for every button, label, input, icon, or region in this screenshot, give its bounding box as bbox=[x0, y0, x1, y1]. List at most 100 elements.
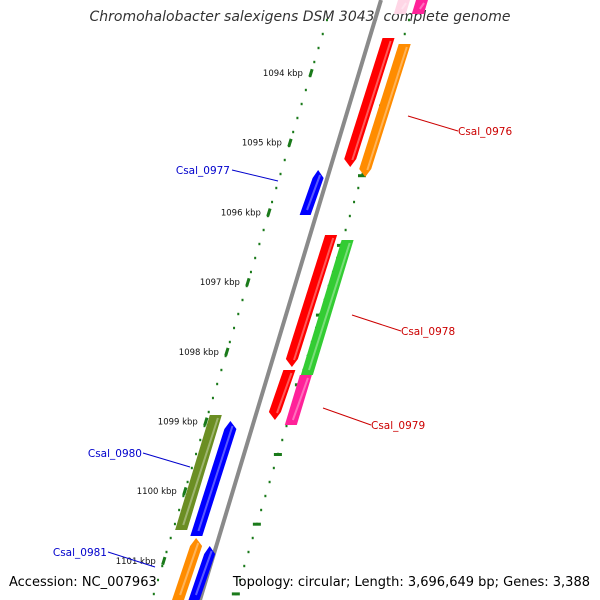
tick-dot bbox=[243, 564, 246, 568]
gene-label: Csal_0980 bbox=[88, 448, 142, 460]
tick-dot bbox=[157, 578, 160, 582]
tick-dot bbox=[169, 536, 172, 540]
tick-dot bbox=[216, 382, 219, 386]
gene-feature-0980-highlight bbox=[197, 425, 234, 532]
tick-dot bbox=[161, 564, 164, 568]
gene-feature-top-pink-highlight bbox=[419, 2, 425, 10]
tick-dot bbox=[190, 466, 193, 470]
tick-dot bbox=[178, 508, 181, 512]
gene-label: Csal_0981 bbox=[53, 547, 107, 559]
gene-feature-0978 bbox=[300, 240, 354, 375]
gene-labels: Csal_0976 Csal_0977 Csal_0978 Csal_0979 Csal… bbox=[53, 115, 512, 568]
tick-dot bbox=[271, 200, 274, 204]
tick-dot bbox=[228, 340, 231, 344]
tick-dot bbox=[292, 130, 295, 134]
tick-dot bbox=[195, 452, 198, 456]
cds-feature-0979-highlight bbox=[276, 372, 293, 414]
gene-label: Csal_0977 bbox=[176, 165, 230, 177]
kbp-tick-mark bbox=[245, 277, 251, 287]
tick-dot bbox=[203, 424, 206, 428]
gene-leader-line bbox=[142, 452, 191, 468]
tick-dot bbox=[285, 424, 288, 428]
tick-dot bbox=[407, 18, 410, 22]
cds-feature-0980 bbox=[175, 415, 222, 530]
gene-label: Csal_0976 bbox=[458, 126, 512, 138]
gene-feature-top-pink bbox=[411, 0, 428, 14]
tick-dot bbox=[239, 578, 242, 582]
tick-dot bbox=[296, 116, 299, 120]
tick-dot bbox=[268, 480, 271, 484]
genome-summary: Topology: circular; Length: 3,696,649 bp… bbox=[232, 575, 590, 590]
backbone-line bbox=[198, 0, 383, 600]
tick-dot bbox=[249, 270, 252, 274]
cds-feature-0976 bbox=[344, 38, 395, 167]
tick-dot bbox=[245, 284, 248, 288]
tick-dot bbox=[247, 550, 250, 554]
tick-dot bbox=[173, 522, 176, 526]
tick-dot bbox=[186, 480, 189, 484]
kbp-tick-mark bbox=[224, 347, 230, 357]
cds-feature-0978 bbox=[285, 235, 338, 367]
tick-dot bbox=[300, 102, 303, 106]
gene-feature-0979-highlight bbox=[291, 377, 309, 421]
kbp-tick-mark bbox=[203, 417, 209, 426]
kbp-label: 1098 kbp bbox=[179, 348, 219, 358]
kbp-label: 1094 kbp bbox=[263, 69, 303, 79]
tick-dot bbox=[262, 228, 265, 232]
gene-feature-0978-highlight bbox=[308, 242, 351, 371]
inner-tick-track bbox=[152, 18, 328, 596]
kbp-tick-mark bbox=[161, 556, 167, 566]
tick-dot bbox=[361, 172, 364, 176]
cds-feature-0978-highlight bbox=[293, 237, 335, 361]
gene-leader-line bbox=[407, 115, 459, 132]
gene-feature-0977-highlight bbox=[306, 174, 321, 211]
gene-feature-0980 bbox=[190, 421, 237, 536]
cds-feature-0980-highlight bbox=[182, 417, 219, 526]
cds-feature-0981-highlight bbox=[179, 542, 200, 596]
tick-dot bbox=[251, 536, 254, 540]
tick-dot bbox=[403, 32, 406, 36]
tick-dot bbox=[348, 214, 351, 218]
gene-feature-top-faint bbox=[393, 0, 410, 14]
tick-dot bbox=[279, 172, 282, 176]
gene-leader-line bbox=[351, 314, 402, 332]
gene-label: Csal_0978 bbox=[401, 326, 455, 338]
gene-feature-0976 bbox=[359, 44, 411, 177]
tick-dot bbox=[344, 228, 347, 232]
gene-feature-0979 bbox=[284, 375, 312, 425]
tick-dot bbox=[220, 368, 223, 372]
feature-track bbox=[172, 0, 428, 600]
gene-feature-0981 bbox=[188, 546, 216, 600]
tick-dot bbox=[233, 326, 236, 330]
kbp-label: 1101 kbp bbox=[116, 557, 156, 567]
gene-label: Csal_0979 bbox=[371, 420, 425, 432]
gene-feature-0981-highlight bbox=[194, 550, 213, 596]
tick-dot bbox=[207, 410, 210, 414]
tick-dot bbox=[275, 186, 278, 190]
gene-feature-0976-highlight bbox=[366, 46, 408, 171]
tick-dot bbox=[211, 396, 214, 400]
tick-dot bbox=[258, 242, 261, 246]
outer-tick-mark bbox=[273, 453, 282, 456]
accession-text: Accession: NC_007963 bbox=[9, 575, 157, 590]
kbp-label: 1097 kbp bbox=[200, 278, 240, 288]
kbp-tick-mark bbox=[266, 208, 272, 217]
tick-dot bbox=[321, 32, 324, 36]
tick-dot bbox=[325, 18, 328, 22]
kbp-label: 1095 kbp bbox=[242, 139, 282, 149]
tick-dot bbox=[182, 494, 185, 498]
kbp-tick-mark bbox=[287, 138, 293, 147]
cds-feature-0976-highlight bbox=[351, 40, 392, 161]
tick-dot bbox=[283, 158, 286, 162]
tick-dot bbox=[152, 592, 155, 596]
gene-feature-0977 bbox=[299, 170, 324, 215]
tick-dot bbox=[241, 298, 244, 302]
gene-leader-line bbox=[107, 551, 156, 568]
outer-tick-mark bbox=[231, 592, 240, 596]
tick-dot bbox=[260, 508, 263, 512]
tick-dot bbox=[237, 312, 240, 316]
tick-dot bbox=[281, 438, 284, 442]
kbp-label: 1100 kbp bbox=[137, 487, 177, 497]
gene-feature-top-faint-highlight bbox=[401, 2, 407, 10]
